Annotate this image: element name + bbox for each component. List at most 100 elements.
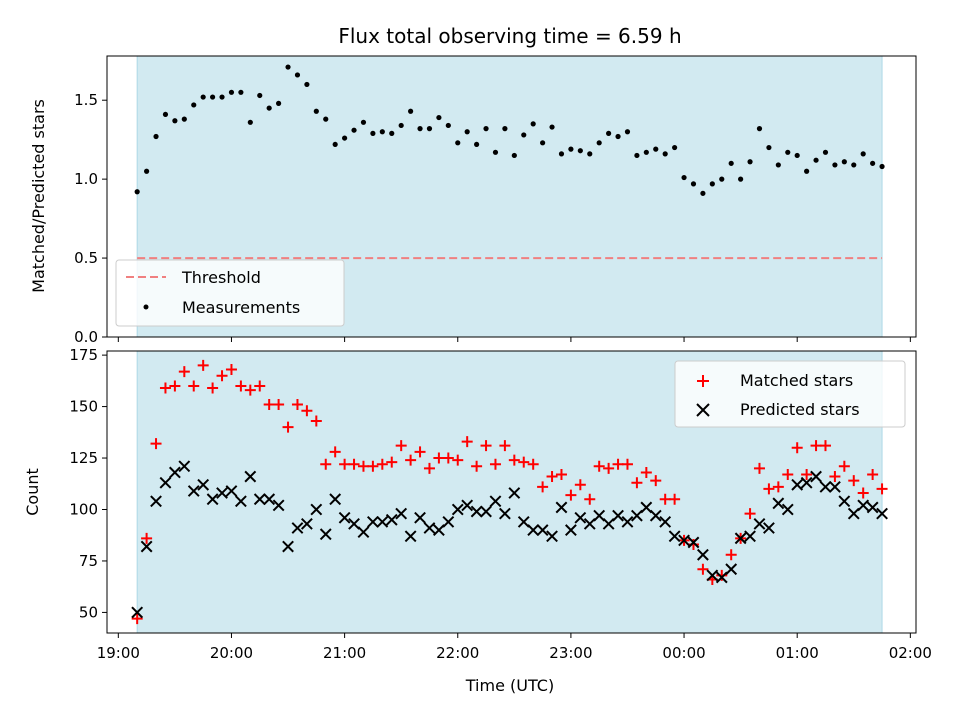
legend-predicted-swatch (696, 403, 710, 417)
legend-matched-swatch (697, 375, 709, 387)
measurement-point (247, 119, 253, 125)
predicted-star-point (668, 530, 681, 543)
y-tick-label: 125 (69, 449, 98, 467)
ratio-legend-box (115, 259, 345, 327)
y-tick-label: 1.0 (74, 170, 98, 188)
matched-star-point (367, 460, 379, 472)
matched-star-point (819, 440, 831, 452)
matched-star-point (829, 471, 841, 483)
measurement-point (530, 121, 536, 127)
y-tick-label: 175 (69, 346, 98, 364)
legend-measurements-label: Measurements (182, 298, 300, 317)
matched-star-point (697, 563, 709, 575)
measurement-point (606, 130, 612, 136)
measurement-point (408, 108, 414, 114)
matched-star-point (197, 359, 209, 371)
predicted-star-point (659, 515, 672, 528)
matched-star-point (603, 462, 615, 474)
measurement-point (728, 160, 734, 166)
matched-star-point (150, 438, 162, 450)
predicted-star-point (810, 470, 822, 483)
predicted-star-point (159, 476, 172, 489)
measurement-point (257, 92, 263, 99)
predicted-star-point (546, 530, 558, 543)
measurement-point (794, 152, 800, 159)
measurement-point (134, 189, 140, 195)
matched-star-point (386, 456, 398, 468)
predicted-star-point (593, 509, 606, 522)
predicted-star-point (536, 524, 549, 536)
predicted-star-point (763, 522, 775, 534)
predicted-star-point (404, 530, 417, 543)
measurement-point (426, 126, 433, 132)
measurement-point (228, 89, 235, 95)
matched-star-point (423, 462, 435, 474)
matched-star-point (791, 442, 803, 454)
matched-stars-points (131, 359, 888, 625)
count-legend-box (674, 360, 906, 428)
predicted-star-point (574, 511, 587, 524)
measurement-point (172, 118, 178, 124)
y-tick-label: 150 (69, 398, 98, 416)
x-tick-label: 02:00 (889, 644, 932, 662)
measurement-point (294, 72, 301, 78)
predicted-star-point (244, 470, 257, 483)
predicted-star-point (649, 509, 662, 522)
predicted-star-point (216, 487, 228, 499)
predicted-star-point (451, 503, 464, 516)
measurement-point (681, 174, 687, 181)
predicted-star-point (819, 480, 832, 493)
measurement-point (304, 81, 310, 88)
measurement-point (210, 94, 216, 100)
ratio-panel: Flux total observing time = 6.59 h 0.00.… (29, 24, 917, 346)
matched-star-point (574, 479, 586, 491)
predicted-star-point (423, 522, 436, 534)
matched-star-point (848, 475, 860, 487)
predicted-star-point (706, 569, 719, 582)
predicted-star-point (715, 571, 728, 584)
matched-star-point (546, 471, 558, 483)
measurement-point (822, 149, 829, 155)
legend-predicted-label: Predicted stars (740, 400, 860, 419)
measurement-point (162, 111, 169, 118)
predicted-star-point (234, 495, 247, 508)
matched-star-point (621, 458, 633, 470)
x-tick-label: 20:00 (210, 644, 253, 662)
chart-title: Flux total observing time = 6.59 h (338, 24, 681, 48)
measurement-point (879, 163, 885, 170)
measurement-point (672, 144, 678, 151)
predicted-star-point (744, 530, 756, 543)
matched-star-point (565, 489, 577, 501)
predicted-star-point (517, 515, 530, 528)
predicted-star-point (876, 507, 888, 520)
matched-star-point (461, 436, 473, 448)
matched-star-point (527, 458, 539, 470)
ratio-panel-frame (106, 55, 917, 338)
matched-star-point (216, 370, 228, 382)
measurement-point (804, 168, 810, 174)
predicted-star-point (178, 460, 191, 473)
predicted-star-point (847, 507, 860, 520)
predicted-star-point (857, 499, 870, 512)
predicted-star-point (282, 540, 294, 553)
matched-star-point (650, 475, 662, 487)
matched-star-point (584, 493, 596, 505)
measurement-point (436, 114, 442, 121)
measurement-point (775, 162, 781, 168)
measurement-point (464, 129, 470, 135)
predicted-star-point (602, 517, 615, 530)
predicted-star-point (300, 517, 313, 530)
measurement-point (540, 140, 546, 146)
predicted-star-point (272, 499, 285, 512)
predicted-star-point (206, 493, 219, 506)
matched-star-point (159, 382, 171, 394)
y-tick-label: 1.5 (74, 91, 98, 109)
x-tick-label: 21:00 (323, 644, 366, 662)
matched-star-point (442, 452, 454, 464)
measurement-point (351, 127, 357, 133)
measurement-point (144, 168, 150, 174)
predicted-star-point (781, 503, 794, 516)
matched-star-point (235, 380, 247, 392)
matched-star-point (376, 458, 388, 470)
